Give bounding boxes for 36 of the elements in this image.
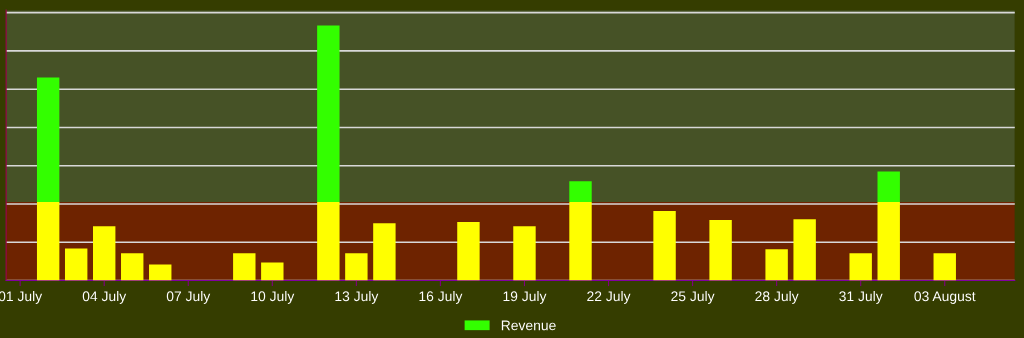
x-tick-label: 10 July bbox=[251, 290, 295, 304]
bar bbox=[849, 253, 872, 281]
bar bbox=[457, 222, 480, 281]
x-tick-label: 28 July bbox=[755, 290, 799, 304]
x-tick-label: 22 July bbox=[587, 290, 631, 304]
bar bbox=[709, 220, 732, 281]
bar bbox=[317, 201, 340, 281]
bar bbox=[877, 201, 900, 281]
bar bbox=[36, 77, 60, 202]
bar bbox=[373, 223, 396, 281]
x-tick-label: 31 July bbox=[839, 290, 883, 304]
bar bbox=[261, 262, 284, 281]
bar bbox=[793, 219, 816, 281]
bar bbox=[36, 201, 60, 281]
bar bbox=[653, 210, 676, 281]
bar bbox=[569, 201, 592, 281]
bar bbox=[513, 226, 536, 281]
bar bbox=[317, 25, 340, 202]
x-tick-label: 25 July bbox=[671, 290, 715, 304]
x-tick-label: 07 July bbox=[166, 290, 211, 304]
bar bbox=[345, 253, 368, 281]
x-tick-label: 19 July bbox=[503, 290, 547, 304]
bar bbox=[149, 264, 172, 281]
x-tick-label: 03 August bbox=[914, 291, 976, 304]
bar bbox=[877, 171, 900, 202]
bar bbox=[93, 226, 116, 281]
bar bbox=[121, 253, 144, 281]
legend-label: Revenue bbox=[501, 320, 556, 331]
bar bbox=[569, 181, 592, 202]
bar bbox=[933, 253, 956, 281]
bar bbox=[233, 253, 256, 281]
x-tick-label: 04 July bbox=[82, 290, 127, 304]
x-tick-label: 16 July bbox=[419, 290, 463, 304]
bar bbox=[765, 249, 788, 281]
bar bbox=[64, 248, 88, 281]
x-tick-label: 13 July bbox=[335, 290, 379, 304]
